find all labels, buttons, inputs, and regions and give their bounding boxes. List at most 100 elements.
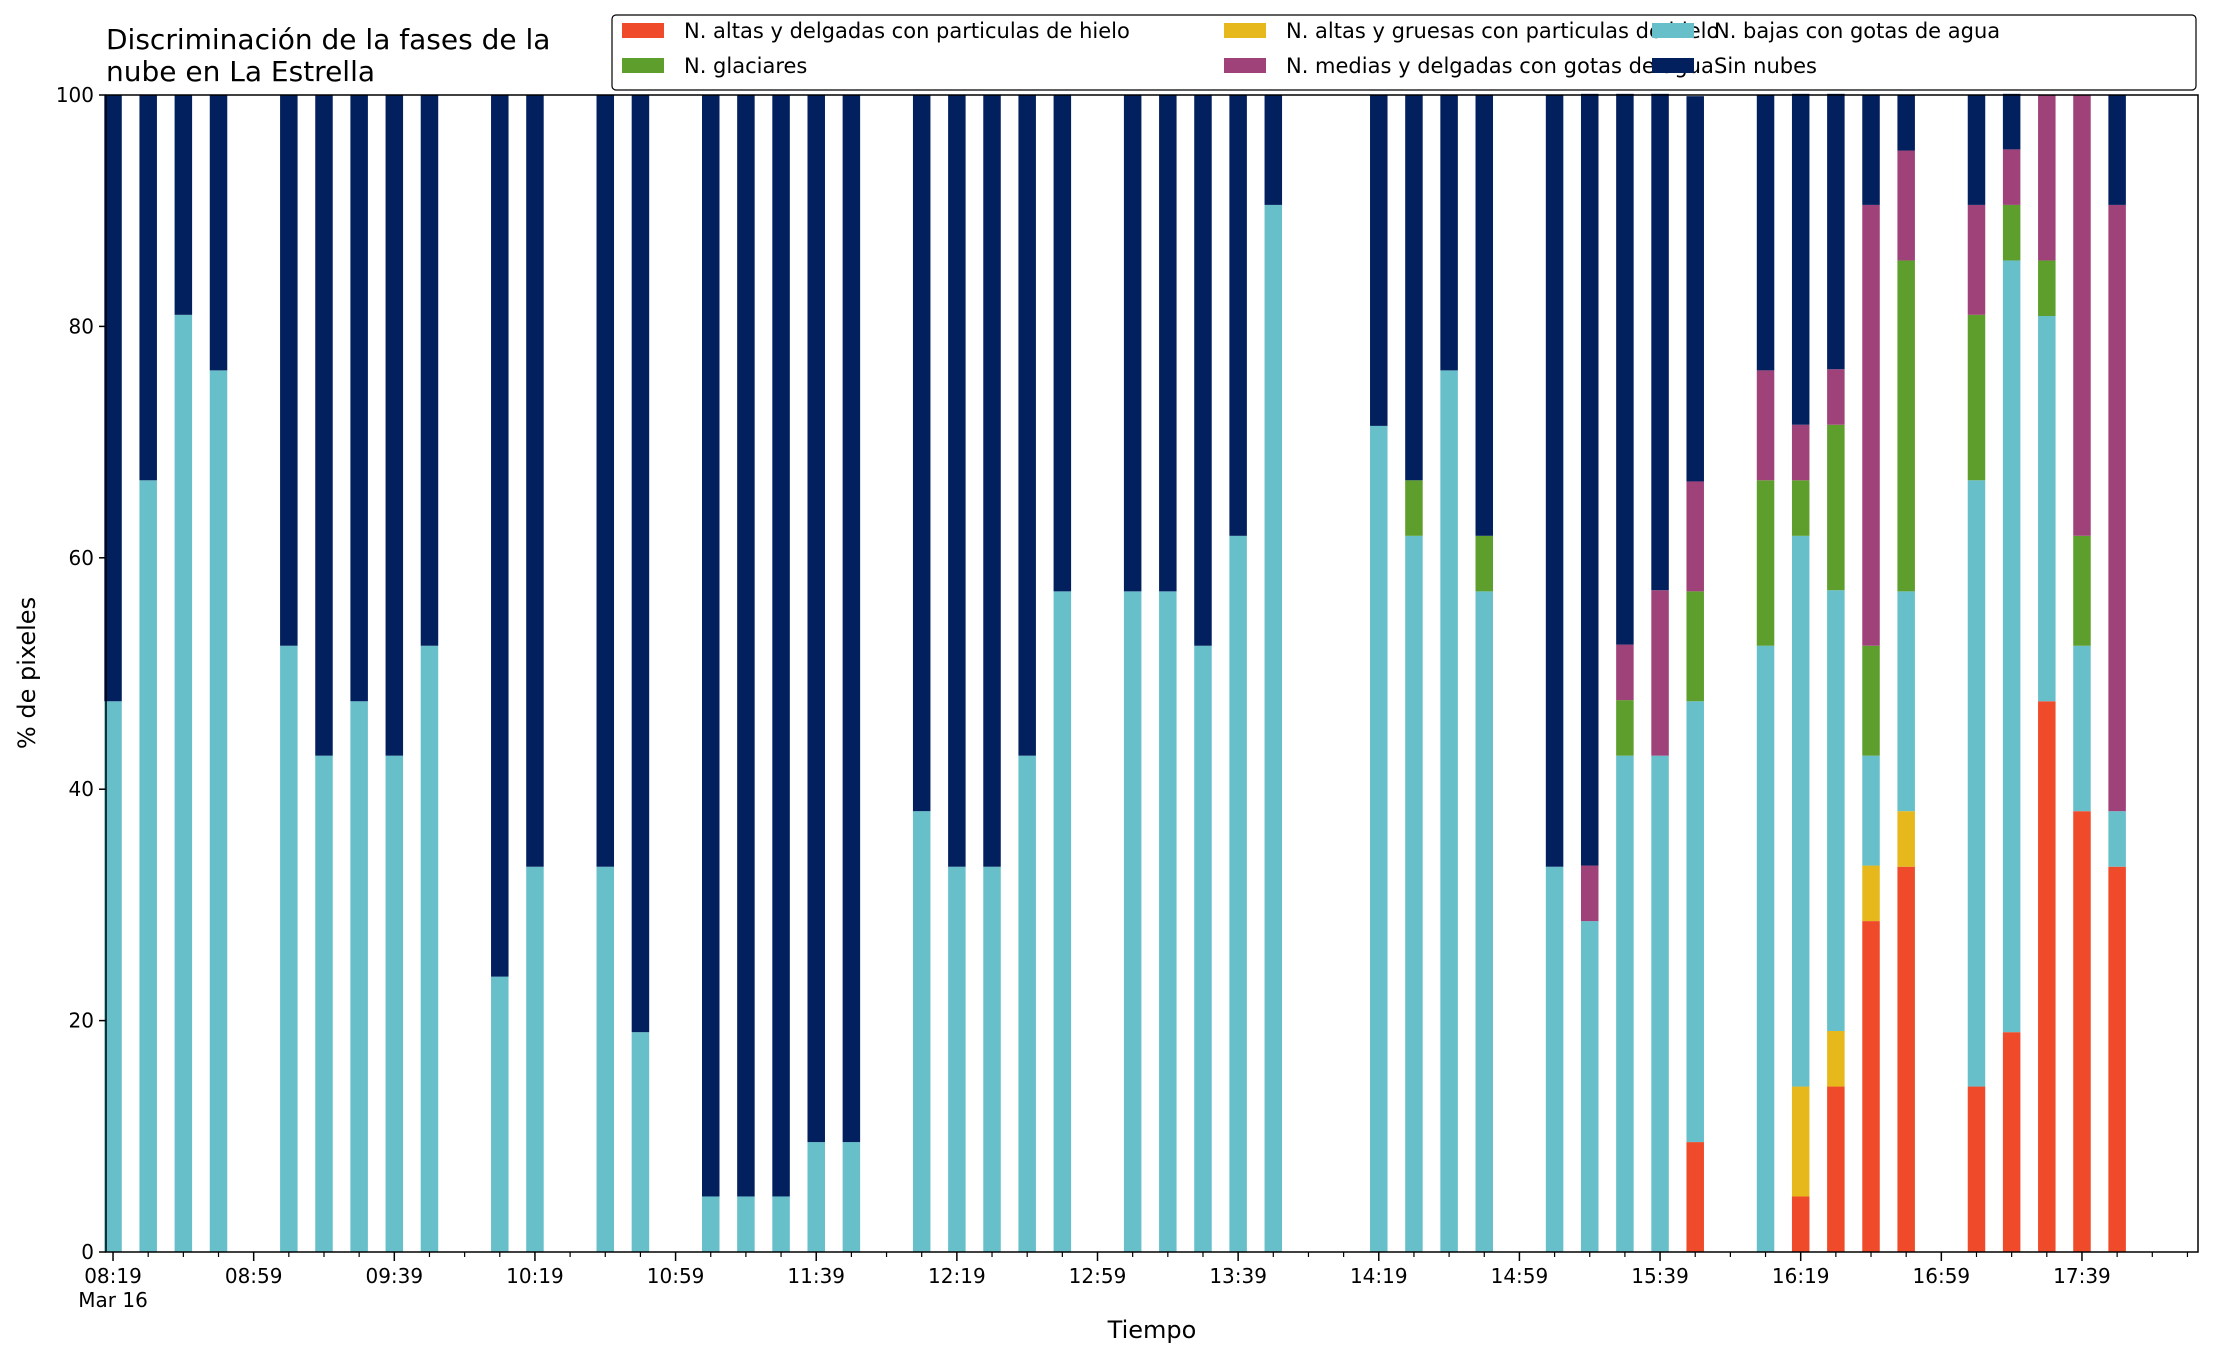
bar-segment — [1264, 204, 1283, 1252]
bar-segment — [948, 866, 966, 1252]
x-tick-label: 13:39 — [1209, 1264, 1267, 1288]
bar-segment — [1791, 1086, 1810, 1197]
bar-segment — [2038, 315, 2056, 702]
x-tick-label: 14:59 — [1491, 1264, 1549, 1288]
bar-segment — [139, 480, 157, 1252]
bar-segment — [1018, 95, 1036, 756]
bar-segment — [983, 866, 1001, 1252]
bar-segment — [1194, 645, 1212, 1252]
bar-segment — [1686, 591, 1704, 702]
bar-segment — [1756, 95, 1775, 371]
legend: N. altas y delgadas con particulas de hi… — [611, 14, 2197, 91]
bar-segment — [1967, 314, 1986, 481]
plot-frame — [105, 94, 2199, 1253]
bar-segment — [1580, 865, 1599, 922]
bar-segment — [1405, 95, 1423, 481]
bar-segment — [420, 645, 439, 1252]
x-tick-label: 09:39 — [365, 1264, 423, 1288]
bar-segment — [1862, 95, 1880, 205]
bar-segment — [1229, 535, 1247, 1252]
y-tick-label: 100 — [56, 83, 94, 107]
bar-segment — [2002, 204, 2021, 261]
bar-segment — [1827, 1086, 1845, 1252]
bar-segment — [596, 95, 615, 867]
x-tick-label: 08:59 — [225, 1264, 283, 1288]
bar-segment — [1616, 644, 1634, 701]
bar-segment — [1651, 590, 1669, 756]
legend-label: N. altas y gruesas con particulas de hie… — [1286, 19, 1719, 43]
legend-label: Sin nubes — [1714, 54, 1817, 78]
legend-frame — [611, 14, 2197, 91]
bar-segment — [2073, 645, 2091, 812]
bar-segment — [702, 1196, 720, 1252]
x-tick-label: 17:39 — [2053, 1264, 2111, 1288]
bar-segment — [1897, 260, 1915, 592]
legend-label: N. bajas con gotas de agua — [1714, 19, 2000, 43]
bar-segment — [1229, 95, 1247, 536]
bar-segment — [1862, 921, 1880, 1252]
legend-swatch — [1652, 58, 1694, 73]
bar-segment — [1475, 591, 1494, 1252]
bar-segment — [1123, 95, 1142, 592]
bar-segment — [2108, 204, 2126, 812]
bar-segment — [2038, 260, 2056, 316]
bar-segment — [1370, 95, 1388, 426]
bar-segment — [1897, 591, 1915, 812]
bar-segment — [1159, 95, 1177, 592]
x-tick-label: 14:19 — [1350, 1264, 1408, 1288]
bar-segment — [526, 95, 544, 867]
bar-segment — [526, 866, 544, 1252]
x-tick-label: 16:59 — [1913, 1264, 1971, 1288]
bar-segment — [1827, 424, 1845, 591]
x-tick-label: 12:59 — [1069, 1264, 1127, 1288]
bar-segment — [1123, 591, 1142, 1252]
bar-segment — [1897, 150, 1915, 261]
x-tick-label: 10:59 — [647, 1264, 705, 1288]
y-axis-label: % de pixeles — [13, 597, 41, 749]
bar-segment — [737, 95, 755, 1197]
bar-segment — [1405, 535, 1423, 1252]
bar-segment — [1053, 95, 1072, 592]
bar-segment — [912, 811, 931, 1252]
bar-segment — [1651, 755, 1669, 1252]
bar-segment — [2108, 811, 2126, 867]
legend-label: N. altas y delgadas con particulas de hi… — [684, 19, 1130, 43]
bar-segment — [2002, 93, 2021, 150]
bar-segment — [1053, 591, 1072, 1252]
bar-segment — [1827, 369, 1845, 425]
bar-segment — [1545, 866, 1564, 1252]
bar-segment — [1967, 204, 1986, 315]
bar-segment — [807, 1142, 825, 1252]
legend-swatch — [622, 58, 664, 73]
legend-swatch — [1652, 23, 1694, 38]
bar-segment — [1791, 93, 1810, 425]
bar-segment — [104, 701, 122, 1252]
bar-segment — [315, 755, 333, 1252]
y-tick-label: 40 — [69, 777, 94, 801]
bar-segment — [1616, 700, 1634, 756]
bar-segment — [948, 95, 966, 867]
bar-segment — [350, 95, 368, 702]
legend-swatch — [1224, 58, 1266, 73]
bar-segment — [1897, 811, 1915, 867]
bar-segment — [1897, 866, 1915, 1252]
bar-segment — [1686, 481, 1704, 592]
bar-segment — [702, 95, 720, 1197]
bar-segment — [491, 95, 509, 977]
y-tick-label: 0 — [81, 1240, 94, 1264]
x-tick-label: 10:19 — [506, 1264, 564, 1288]
bar-segment — [596, 866, 615, 1252]
bar-segment — [2073, 811, 2091, 1252]
bar-segment — [1686, 701, 1704, 1143]
legend-label: N. medias y delgadas con gotas de agua — [1286, 54, 1714, 78]
bar-segment — [1756, 645, 1775, 1252]
bar-segment — [1159, 591, 1177, 1252]
bar-segment — [1616, 755, 1634, 1252]
bar-segment — [2038, 701, 2056, 1252]
x-tick-sublabel: Mar 16 — [78, 1288, 148, 1312]
bar-segment — [1827, 1031, 1845, 1087]
bar-segment — [631, 1032, 650, 1252]
